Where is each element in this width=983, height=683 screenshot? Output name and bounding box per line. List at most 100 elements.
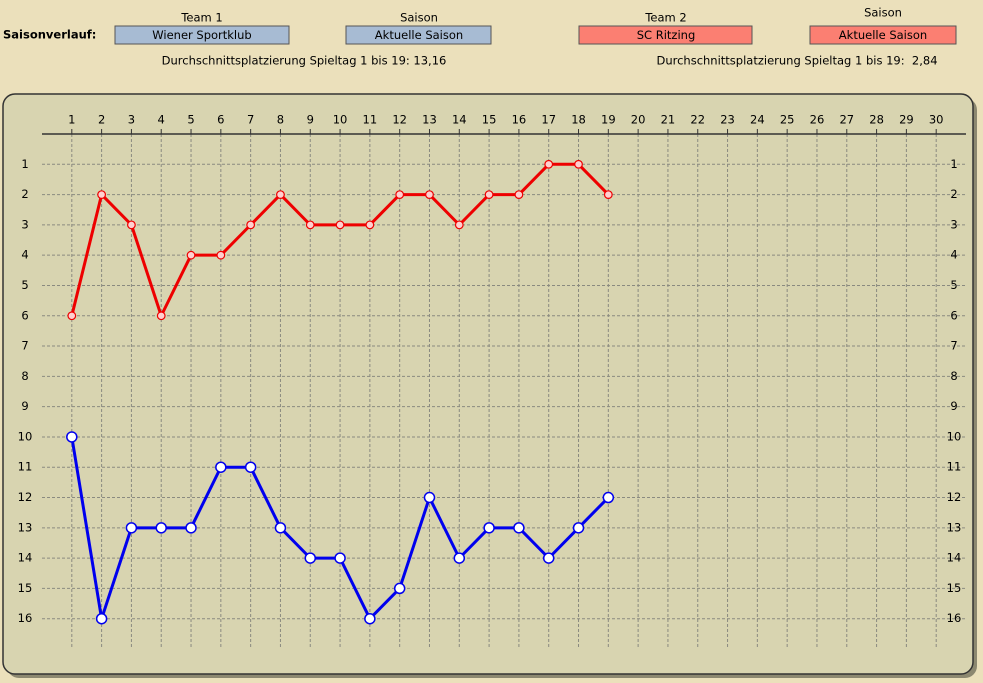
y-tick-label-right: 5: [950, 278, 957, 292]
season1-select[interactable]: Aktuelle Saison: [345, 25, 492, 45]
y-tick-label-right: 10: [947, 429, 962, 443]
y-tick-label: 16: [18, 611, 33, 625]
y-tick-label-right: 1: [950, 157, 957, 171]
y-tick-label-right: 2: [950, 187, 957, 201]
select-box[interactable]: [809, 25, 957, 45]
x-tick-label: 21: [661, 113, 676, 127]
point: [66, 431, 78, 443]
y-tick-label: 14: [18, 551, 33, 565]
point: [305, 220, 315, 230]
team2-label: Team 2: [644, 11, 686, 25]
point: [364, 612, 376, 625]
x-tick-label: 23: [720, 113, 735, 127]
y-tick-label: 8: [21, 369, 28, 383]
point: [67, 311, 77, 321]
point: [395, 190, 405, 199]
x-tick-label: 15: [482, 113, 497, 127]
x-tick-label: 19: [601, 113, 616, 127]
select-text[interactable]: SC Ritzing: [637, 28, 696, 42]
x-tick-label: 11: [363, 113, 378, 127]
point: [244, 461, 257, 473]
point: [513, 522, 525, 534]
x-tick-label: 5: [187, 113, 194, 127]
y-tick-label: 9: [21, 399, 28, 413]
point: [274, 522, 287, 534]
select-text[interactable]: Aktuelle Saison: [839, 28, 927, 42]
point: [454, 220, 464, 230]
point: [155, 522, 167, 534]
x-tick-label: 6: [217, 113, 224, 127]
point: [304, 552, 317, 564]
select-box[interactable]: [578, 25, 753, 45]
y-tick-label: 7: [21, 339, 28, 353]
point: [572, 522, 585, 534]
team2-average: Durchschnittsplatzierung Spieltag 1 bis …: [656, 54, 937, 68]
select-box[interactable]: [345, 25, 492, 45]
select-box[interactable]: [114, 25, 290, 45]
y-tick-label: 3: [21, 217, 28, 231]
x-tick-label: 4: [158, 113, 165, 127]
x-tick-label: 17: [541, 113, 556, 127]
x-tick-label: 9: [307, 113, 314, 127]
y-tick-label: 5: [21, 278, 28, 292]
x-tick-label: 2: [98, 113, 105, 127]
y-tick-label: 15: [18, 581, 33, 595]
point: [125, 522, 138, 534]
y-tick-label: 11: [18, 460, 33, 474]
x-tick-label: 14: [452, 113, 467, 127]
point: [453, 552, 466, 564]
y-tick-label-right: 13: [947, 520, 962, 534]
y-tick-label: 6: [21, 308, 28, 322]
point: [542, 552, 555, 564]
season2-select[interactable]: Aktuelle Saison: [809, 25, 957, 45]
x-tick-label: 13: [422, 113, 437, 127]
season2-label: Saison: [864, 6, 902, 20]
y-tick-label-right: 15: [947, 581, 962, 595]
point: [276, 190, 285, 199]
point: [425, 190, 434, 199]
point: [215, 461, 227, 473]
x-tick-label: 18: [571, 113, 586, 127]
y-tick-label: 2: [21, 187, 28, 201]
point: [246, 220, 256, 230]
point: [514, 190, 524, 199]
select-text[interactable]: Aktuelle Saison: [375, 28, 463, 42]
x-tick-label: 25: [780, 113, 795, 127]
y-tick-label-right: 3: [950, 217, 957, 231]
y-tick-label-right: 14: [947, 551, 962, 565]
section-label: Saisonverlauf:: [3, 28, 96, 42]
x-tick-label: 7: [247, 113, 254, 127]
point: [97, 190, 107, 199]
season1-label: Saison: [400, 11, 438, 25]
y-tick-label-right: 11: [947, 460, 962, 474]
y-tick-label-right: 7: [950, 339, 957, 353]
team1-label: Team 1: [180, 11, 222, 25]
x-tick-label: 16: [512, 113, 527, 127]
point: [186, 250, 196, 260]
select-text[interactable]: Wiener Sportklub: [152, 28, 251, 42]
x-tick-label: 8: [277, 113, 284, 127]
team2-select[interactable]: SC Ritzing: [578, 25, 753, 45]
y-tick-label-right: 9: [950, 399, 957, 413]
x-tick-label: 22: [690, 113, 705, 127]
x-tick-label: 10: [333, 113, 348, 127]
point: [185, 522, 197, 534]
team1-select[interactable]: Wiener Sportklub: [114, 25, 290, 45]
point: [365, 220, 375, 230]
x-tick-label: 28: [869, 113, 884, 127]
point: [423, 491, 436, 504]
y-tick-label: 13: [18, 520, 33, 534]
point: [127, 220, 136, 230]
y-tick-label-right: 12: [947, 490, 962, 504]
y-tick-label-right: 6: [950, 308, 957, 322]
y-tick-label-right: 16: [947, 611, 962, 625]
point: [603, 190, 613, 199]
point: [216, 250, 226, 260]
y-tick-label: 12: [18, 490, 33, 504]
x-tick-label: 26: [810, 113, 825, 127]
point: [334, 552, 346, 564]
chart-panel: [2, 93, 974, 675]
x-tick-label: 3: [128, 113, 135, 127]
